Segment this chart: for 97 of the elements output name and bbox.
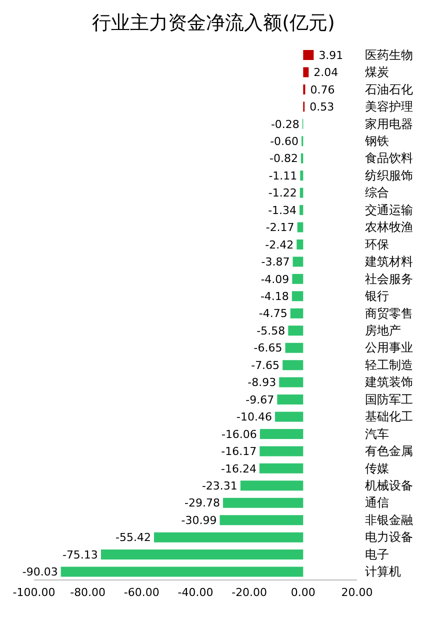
data-label: -4.09: [260, 272, 290, 286]
bar: [292, 256, 304, 267]
y-tick-label: 银行: [364, 289, 389, 304]
data-label: -0.60: [270, 134, 299, 148]
bar: [290, 308, 304, 318]
x-tick-label: -80.00: [70, 586, 106, 599]
data-label: -3.87: [261, 256, 290, 269]
data-label: -8.93: [248, 376, 276, 390]
y-tick-label: 国防军工: [365, 392, 413, 406]
x-tick-label: -100.00: [12, 586, 56, 599]
y-tick-label: 综合: [365, 186, 389, 200]
data-label: -16.06: [221, 428, 257, 441]
bar: [292, 291, 304, 302]
y-tick-label: 商贸零售: [365, 306, 413, 320]
y-tick-label: 农林牧渔: [365, 220, 413, 234]
data-label: -30.99: [181, 514, 217, 527]
data-label: -16.17: [221, 445, 257, 458]
data-label: 3.91: [318, 48, 344, 62]
y-tick-label: 医药生物: [365, 48, 413, 62]
y-tick-label: 轻工制造: [365, 358, 413, 372]
x-tick-label: -60.00: [124, 586, 160, 599]
bar: [279, 377, 304, 388]
data-label: -0.28: [270, 118, 300, 131]
bar: [288, 326, 304, 336]
data-label: -9.67: [246, 393, 274, 406]
data-label: -16.24: [220, 462, 256, 476]
data-label: -4.75: [258, 307, 288, 320]
bar: [275, 412, 304, 422]
data-label: -1.22: [268, 186, 297, 200]
bar: [259, 463, 304, 474]
bar: [300, 188, 304, 198]
bar: [300, 170, 304, 181]
y-tick-label: 汽车: [365, 426, 389, 441]
y-tick-label: 煤炭: [365, 65, 389, 80]
chart-title: 行业主力资金净流入额(亿元): [91, 11, 336, 36]
data-label: -1.11: [268, 169, 298, 182]
bar: [220, 515, 304, 526]
y-tick-label: 有色金属: [365, 444, 413, 458]
bar: [154, 532, 304, 542]
bar: [223, 498, 304, 508]
y-tick-label: 纺织服饰: [365, 168, 413, 182]
y-tick-label: 环保: [365, 237, 389, 252]
data-label: -5.58: [256, 324, 286, 338]
data-label: 0.53: [310, 100, 334, 114]
y-tick-label: 建筑材料: [364, 254, 413, 269]
y-tick-label: 美容护理: [365, 100, 413, 114]
bar: [277, 394, 304, 405]
data-label: -2.17: [266, 221, 294, 234]
y-tick-label: 社会服务: [365, 272, 413, 286]
data-label: -2.42: [265, 238, 294, 252]
data-label: -29.78: [184, 496, 220, 510]
x-tick-label: -20.00: [232, 586, 268, 599]
x-tick-label: -40.00: [178, 586, 214, 599]
bar: [285, 342, 304, 353]
bar: [60, 566, 304, 577]
bar: [240, 480, 304, 491]
y-tick-label: 电子: [365, 547, 389, 562]
data-label: -55.42: [116, 531, 151, 544]
bar: [300, 205, 304, 216]
y-tick-label: 交通运输: [365, 202, 413, 217]
y-tick-label: 基础化工: [365, 410, 413, 424]
bar: [100, 550, 304, 560]
data-label: 2.04: [314, 66, 338, 80]
bar: [260, 446, 304, 456]
bar: [300, 153, 304, 164]
y-tick-label: 房地产: [365, 323, 401, 338]
y-tick-label: 石油石化: [365, 82, 413, 96]
y-tick-label: 电力设备: [365, 530, 413, 544]
y-tick-label: 通信: [365, 496, 389, 510]
bar: [282, 360, 304, 370]
y-tick-label: 公用事业: [365, 340, 413, 355]
y-tick-label: 机械设备: [365, 478, 413, 493]
x-tick-label: 20.00: [341, 586, 373, 599]
data-label: -10.46: [236, 410, 272, 424]
data-label: -6.65: [254, 342, 282, 355]
data-label: -4.18: [260, 290, 289, 304]
x-tick-label: 0.00: [290, 586, 316, 599]
bar: [296, 239, 304, 250]
y-tick-label: 计算机: [365, 564, 401, 579]
data-label: 0.76: [310, 83, 335, 96]
bar: [260, 428, 304, 439]
y-tick-label: 家用电器: [365, 116, 413, 131]
y-tick-label: 钢铁: [364, 134, 389, 148]
bar: [292, 274, 304, 284]
bar: [297, 222, 304, 232]
y-tick-label: 建筑装饰: [364, 375, 413, 390]
data-label: -90.03: [22, 566, 58, 579]
y-tick-label: 食品饮料: [365, 151, 413, 166]
data-label: -1.34: [268, 204, 297, 217]
data-label: -0.82: [269, 152, 298, 166]
y-tick-label: 非银金融: [365, 512, 413, 527]
data-label: -23.31: [202, 479, 238, 492]
data-label: -7.65: [251, 358, 280, 372]
bar: [303, 50, 314, 60]
y-tick-label: 传媒: [365, 461, 389, 476]
data-label: -75.13: [62, 548, 98, 562]
bar: [303, 67, 309, 78]
